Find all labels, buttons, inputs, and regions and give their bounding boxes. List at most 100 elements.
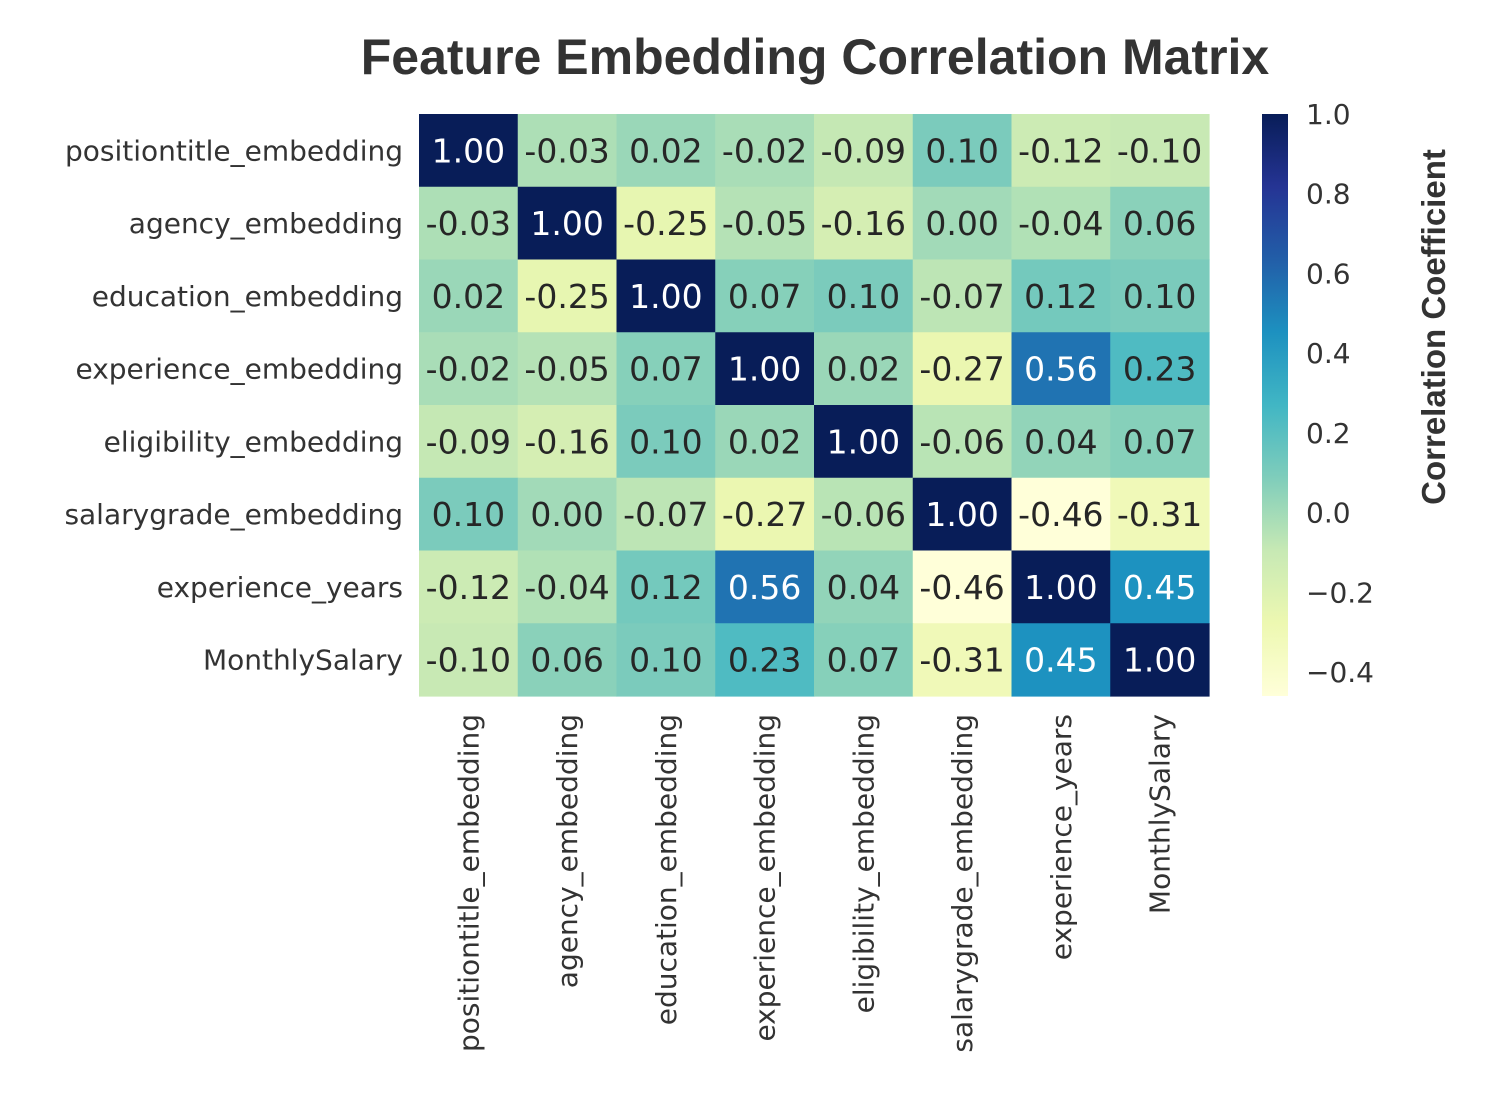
cell-value-label: -0.07 <box>919 277 1004 316</box>
cell-value-label: 0.06 <box>530 641 603 680</box>
heatmap-cell <box>912 259 1013 333</box>
heatmap-cell <box>517 259 618 333</box>
heatmap-cell <box>419 186 519 261</box>
cell-value-label: -0.10 <box>426 641 511 680</box>
heatmap-cell <box>814 186 914 261</box>
heatmap-cell <box>715 186 815 261</box>
heatmap-cell <box>616 550 716 624</box>
colorbar <box>1262 114 1288 696</box>
cell-value-label: -0.03 <box>426 204 511 243</box>
heatmap-cell <box>1110 477 1210 552</box>
heatmap-cell <box>814 550 914 624</box>
row-label: eligibility_embedding <box>104 425 403 458</box>
heatmap-cell <box>715 405 815 479</box>
heatmap-cell <box>1011 186 1111 261</box>
cell-value-label: -0.05 <box>524 350 609 389</box>
heatmap-cell <box>1011 332 1111 406</box>
heatmap-cell <box>1110 332 1210 406</box>
heatmap-cell <box>616 405 716 479</box>
column-label: experience_years <box>1045 714 1078 960</box>
heatmap-cell <box>814 114 914 188</box>
heatmap-cell <box>1011 114 1111 188</box>
heatmap-cell <box>517 405 618 479</box>
row-label: MonthlySalary <box>203 644 403 677</box>
cell-value-label: 1.00 <box>530 204 603 243</box>
heatmap-cell <box>912 405 1013 479</box>
heatmap-cell <box>1110 259 1210 333</box>
heatmap-cell <box>715 259 815 333</box>
cell-value-label: -0.12 <box>1018 131 1103 170</box>
heatmap-cell <box>715 332 815 406</box>
cell-value-label: 1.00 <box>827 422 900 461</box>
cell-value-label: 0.23 <box>1123 350 1196 389</box>
heatmap-cell <box>419 114 519 188</box>
heatmap-cell <box>814 477 914 552</box>
row-label: experience_embedding <box>75 353 403 386</box>
heatmap-cell <box>1110 114 1210 188</box>
column-tick-labels: positiontitle_embedding agency_embedding e… <box>452 714 1176 1053</box>
cell-value-label: 0.02 <box>728 422 801 461</box>
cell-value-label: -0.46 <box>919 568 1004 607</box>
cell-value-label: 0.12 <box>1024 277 1097 316</box>
cell-value-label: -0.03 <box>524 131 609 170</box>
heatmap-cell <box>1011 550 1111 624</box>
cell-value-label: 0.06 <box>1123 204 1196 243</box>
row-tick-labels: positiontitle_embedding agency_embeddinge… <box>64 134 403 676</box>
colorbar-tick-label: −0.2 <box>1306 576 1374 609</box>
row-label: experience_years <box>157 571 403 604</box>
heatmap-cell <box>517 623 618 697</box>
heatmap-cell <box>912 477 1013 552</box>
cell-value-label: 0.10 <box>827 277 900 316</box>
cell-value-label: -0.09 <box>426 422 511 461</box>
heatmap-cell <box>517 550 618 624</box>
heatmap-cell <box>419 405 519 479</box>
heatmap-cell <box>814 623 914 697</box>
cell-value-label: 0.07 <box>728 277 801 316</box>
colorbar-label: Correlation Coefficient <box>1415 149 1452 505</box>
cell-value-label: -0.16 <box>821 204 906 243</box>
heatmap-cell <box>419 550 519 624</box>
heatmap-cell <box>517 186 618 261</box>
row-label: education_embedding <box>92 280 403 313</box>
heatmap-cell <box>715 550 815 624</box>
cell-value-label: 0.10 <box>925 131 998 170</box>
heatmap-cell <box>912 332 1013 406</box>
cell-value-label: 0.07 <box>629 350 702 389</box>
column-label: salarygrade_embedding <box>946 714 979 1053</box>
cell-value-label: 1.00 <box>1123 641 1196 680</box>
heatmap-cell <box>715 114 815 188</box>
cell-value-label: 0.56 <box>1024 350 1097 389</box>
heatmap-cell <box>1110 405 1210 479</box>
heatmap-cell <box>912 114 1013 188</box>
cell-value-label: 0.00 <box>925 204 998 243</box>
heatmap-cell <box>814 405 914 479</box>
colorbar-ticks: 1.0 0.8 0.6 0.4 0.2 0.0 −0.2 −0.4 <box>1306 98 1374 689</box>
column-label: positiontitle_embedding <box>452 714 485 1052</box>
column-label: education_embedding <box>650 714 683 1025</box>
heatmap-cell <box>616 114 716 188</box>
cell-value-label: -0.09 <box>821 131 906 170</box>
row-label: positiontitle_embedding <box>65 134 403 167</box>
cell-value-label: 0.02 <box>629 131 702 170</box>
colorbar-tick-label: 0.4 <box>1306 337 1351 370</box>
cell-value-label: -0.31 <box>1117 495 1202 534</box>
cell-value-label: 1.00 <box>629 277 702 316</box>
heatmap-cell <box>1110 623 1210 697</box>
cell-value-label: 0.10 <box>629 641 702 680</box>
heatmap-cell <box>616 623 716 697</box>
heatmap-cell <box>1110 550 1210 624</box>
heatmap-cell <box>814 259 914 333</box>
cell-value-label: 0.07 <box>1123 422 1196 461</box>
heatmap-cell <box>715 477 815 552</box>
heatmap-cell <box>616 332 716 406</box>
cell-value-label: -0.12 <box>426 568 511 607</box>
cell-value-label: 0.45 <box>1123 568 1196 607</box>
colorbar-tick-label: 0.6 <box>1306 257 1351 290</box>
cell-value-label: -0.04 <box>524 568 609 607</box>
heatmap-cell <box>814 332 914 406</box>
colorbar-tick-label: 0.8 <box>1306 178 1351 211</box>
heatmap-cell <box>1011 405 1111 479</box>
heatmap-cell <box>419 332 519 406</box>
heatmap-cell <box>1011 623 1111 697</box>
